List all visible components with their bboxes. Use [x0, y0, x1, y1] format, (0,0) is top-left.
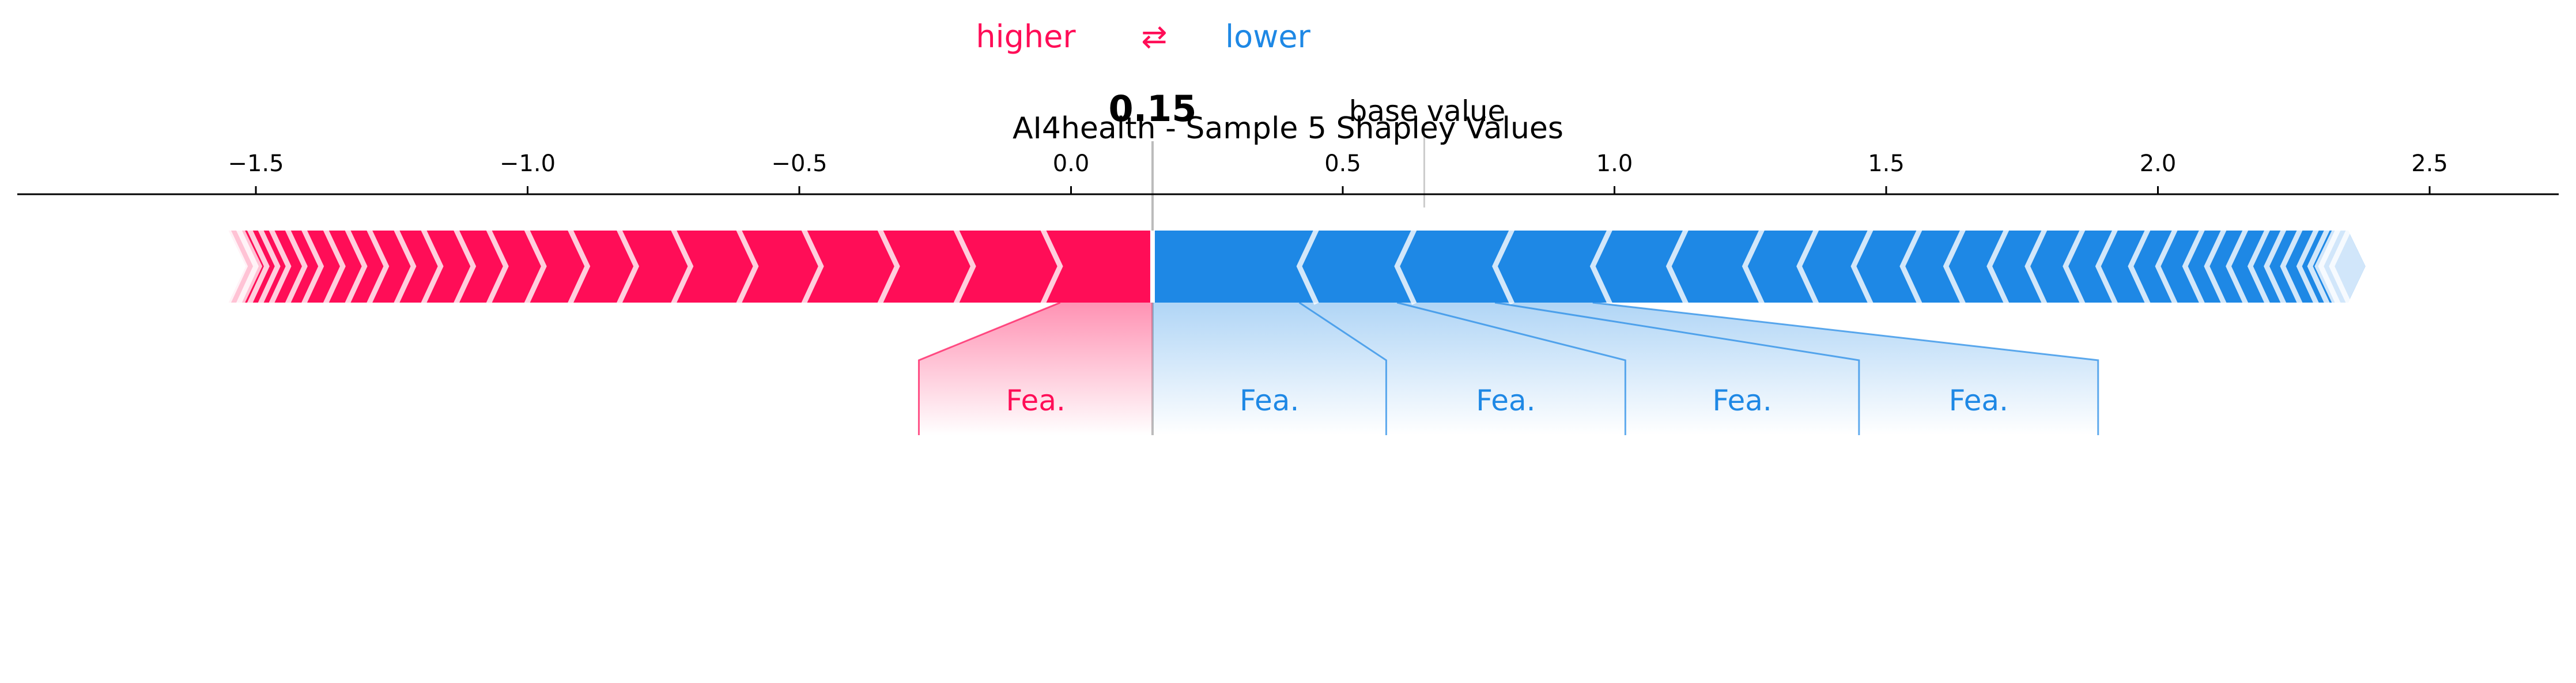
x-tick-label: 2.0 — [2140, 150, 2177, 177]
lower-feature-separator — [1986, 228, 2010, 305]
lower-force-bar — [1152, 231, 2366, 303]
higher-feature-separator — [367, 228, 390, 305]
x-tick-label: 1.0 — [1596, 150, 1633, 177]
higher-feature-separator — [671, 228, 694, 305]
feature-label: Fea. — [1476, 384, 1535, 417]
legend: higher ⇄ lower — [976, 18, 1310, 55]
legend-swap-arrow-icon: ⇄ — [1141, 18, 1167, 55]
lower-feature-separator — [1589, 228, 1612, 305]
higher-feature-separator — [258, 228, 281, 305]
lower-feature-separator — [1899, 228, 1922, 305]
lower-feature-separator — [2226, 228, 2249, 305]
chart-title: AI4health - Sample 5 Shapley Values — [1013, 111, 1563, 146]
higher-feature-separator — [877, 228, 900, 305]
feature-label: Fea. — [1712, 384, 1772, 417]
x-tick-label: −0.5 — [771, 150, 827, 177]
lower-feature-separator — [2063, 228, 2086, 305]
lower-feature-separator — [2318, 228, 2341, 305]
lower-feature-separator — [2024, 228, 2048, 305]
lower-feature-separator — [1665, 228, 1689, 305]
x-tick-label: 1.5 — [1868, 150, 1905, 177]
feature-connector — [1298, 301, 1387, 435]
lower-feature-separator — [1742, 228, 1765, 305]
legend-higher-label: higher — [976, 18, 1076, 55]
lower-feature-separator — [2280, 228, 2303, 305]
feature-shading-area — [1299, 303, 1626, 435]
higher-feature-separator — [568, 228, 591, 305]
x-axis: −1.5 −1.0 −0.5 0.0 0.5 1.0 1.5 2.0 2.5 — [17, 150, 2559, 195]
higher-feature-separator — [421, 228, 444, 305]
higher-feature-separator — [247, 228, 270, 305]
feature-connector — [1396, 301, 1626, 435]
x-tick-label: 0.0 — [1053, 150, 1090, 177]
higher-feature-separator — [617, 228, 640, 305]
x-tick-label: 0.5 — [1324, 150, 1361, 177]
force-bars — [225, 228, 2366, 305]
higher-feature-separator — [801, 228, 824, 305]
higher-feature-separator — [236, 228, 259, 305]
higher-feature-separator — [736, 228, 759, 305]
x-tick-label: −1.0 — [500, 150, 556, 177]
lower-feature-separator — [2182, 228, 2205, 305]
feature-labels: Fea. Fea. Fea. Fea. Fea. — [1006, 384, 2008, 417]
lower-feature-separator — [2128, 228, 2151, 305]
higher-feature-separator — [301, 228, 324, 305]
feature-shading-area — [1152, 303, 1387, 435]
higher-feature-separator — [953, 228, 976, 305]
lower-feature-separator — [1943, 228, 1966, 305]
lower-feature-separator — [2247, 228, 2270, 305]
higher-feature-separator — [454, 228, 477, 305]
higher-feature-separator — [524, 228, 547, 305]
lower-feature-separator — [2204, 228, 2227, 305]
feature-label: Fea. — [1240, 384, 1299, 417]
feature-connector — [1494, 301, 1860, 435]
lower-feature-separator — [2264, 228, 2287, 305]
feature-connectors — [917, 301, 2099, 435]
lower-feature-separator — [2329, 228, 2352, 305]
feature-shading — [919, 303, 2098, 435]
higher-feature-separator — [323, 228, 346, 305]
higher-feature-separator — [486, 228, 509, 305]
x-tick-label: −1.5 — [228, 150, 284, 177]
higher-feature-separator — [1040, 228, 1063, 305]
feature-connector — [917, 301, 1061, 435]
lower-feature-separator — [2095, 228, 2118, 305]
lower-feature-separator — [1796, 228, 1819, 305]
lower-feature-separator — [2307, 228, 2330, 305]
feature-label: Fea. — [1949, 384, 2008, 417]
legend-lower-label: lower — [1225, 18, 1310, 55]
x-tick-label: 2.5 — [2411, 150, 2448, 177]
higher-feature-separator — [269, 228, 292, 305]
feature-shading-area — [1397, 303, 1859, 435]
lower-feature-separator — [1492, 228, 1515, 305]
feature-shading-area — [1495, 303, 2098, 435]
output-value-label: 0.15 — [1108, 88, 1196, 130]
lower-feature-separator — [1394, 228, 1417, 305]
higher-feature-separator — [285, 228, 308, 305]
feature-shading-area — [919, 303, 1153, 435]
higher-feature-separator — [225, 228, 248, 305]
lower-feature-separator — [1296, 228, 1319, 305]
lower-feature-separator — [2296, 228, 2319, 305]
feature-connector — [1592, 301, 2099, 435]
lower-feature-separator — [2155, 228, 2178, 305]
lower-feature-separator — [1850, 228, 1874, 305]
higher-feature-separator — [345, 228, 368, 305]
feature-label: Fea. — [1006, 384, 1066, 417]
higher-feature-separator — [394, 228, 417, 305]
base-value-label: base value — [1349, 95, 1506, 128]
